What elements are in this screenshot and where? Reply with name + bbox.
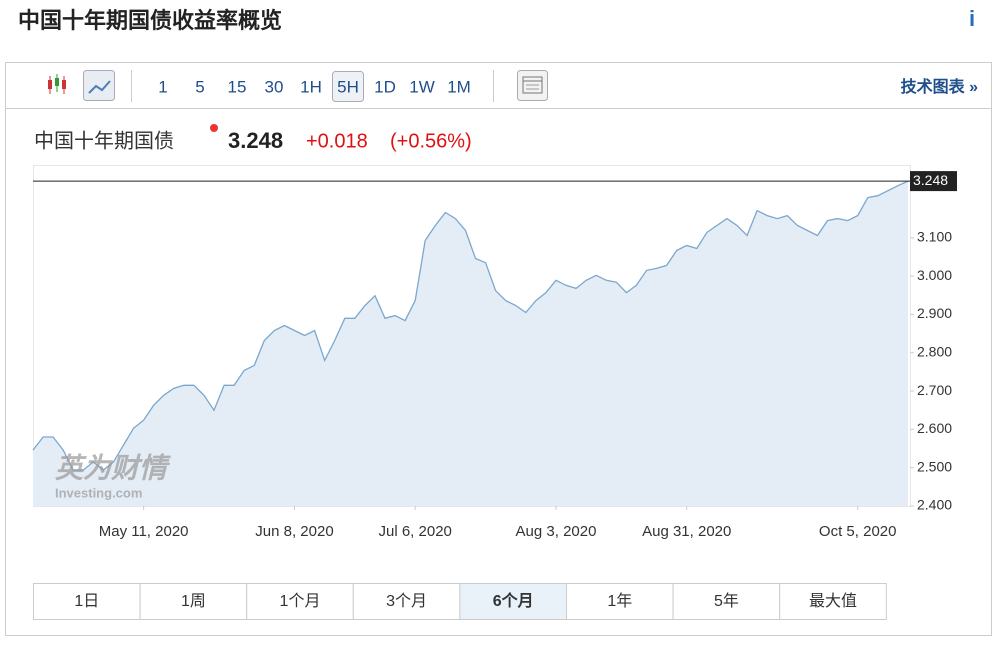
y-tick-label: 2.400 — [917, 497, 952, 513]
range-button[interactable] — [33, 583, 141, 620]
line-icon[interactable] — [83, 70, 115, 101]
interval-button[interactable]: 1M — [447, 77, 471, 96]
range-button[interactable] — [139, 583, 248, 620]
range-button[interactable] — [246, 583, 354, 620]
x-tick-label: Aug 3, 2020 — [516, 523, 597, 540]
x-tick-label: Jul 6, 2020 — [378, 523, 451, 540]
last-price-label: 3.248 — [913, 172, 948, 188]
range-label[interactable]: 6个月 — [493, 591, 534, 610]
table-icon[interactable] — [517, 70, 548, 101]
interval-button[interactable]: 5H — [337, 77, 359, 96]
candle-icon[interactable] — [48, 74, 66, 94]
plot: 2.400 2.500 2.600 2.700 2.800 2.900 3.000 3.100… — [32, 171, 957, 540]
x-tick-label: May 11, 2020 — [99, 523, 189, 540]
page-title: 中国十年期国债收益率概览 — [18, 8, 282, 33]
quote-name: 中国十年期国债 — [34, 129, 174, 152]
tech-chart-link[interactable]: 技术图表 » — [901, 77, 978, 96]
price-line — [32, 180, 909, 471]
x-tick-label: Jun 8, 2020 — [255, 523, 333, 540]
y-tick-label: 2.600 — [917, 420, 952, 436]
range-label[interactable]: 1个月 — [280, 592, 321, 610]
range-label[interactable]: 5年 — [714, 592, 739, 610]
x-tick-label: Oct 5, 2020 — [819, 523, 897, 540]
plot-frame — [33, 165, 911, 507]
quote-change-pct: (+0.56%) — [390, 130, 472, 152]
last-price-tag — [910, 171, 957, 192]
interval-button[interactable]: 1D — [374, 77, 396, 96]
live-dot — [210, 124, 218, 132]
area-fill — [33, 181, 908, 506]
line-icon-glyph — [88, 80, 111, 94]
range-bar: 1日 1周 1个月 3个月 6个月 1年 5年 最大值 — [33, 583, 887, 620]
x-tick-label: Aug 31, 2020 — [642, 523, 731, 540]
y-tick-label: 3.100 — [917, 229, 952, 245]
quote-price: 3.248 — [228, 128, 283, 153]
interval-button[interactable]: 15 — [228, 77, 247, 96]
y-tick-label: 2.800 — [917, 343, 952, 359]
interval-button[interactable]: 1W — [409, 77, 435, 96]
range-button[interactable] — [672, 583, 781, 620]
quote-change: +0.018 — [306, 130, 368, 152]
y-tick-label: 3.000 — [917, 267, 952, 283]
range-button[interactable] — [352, 583, 461, 620]
range-label[interactable]: 3个月 — [386, 592, 427, 610]
range-label[interactable]: 最大值 — [809, 592, 857, 610]
range-label[interactable]: 1周 — [181, 593, 206, 610]
range-button[interactable] — [566, 583, 674, 620]
range-button[interactable] — [459, 583, 567, 620]
interval-selected — [332, 71, 364, 102]
y-tick-label: 2.700 — [917, 382, 952, 398]
interval-button[interactable]: 1H — [300, 77, 322, 96]
range-label[interactable]: 1年 — [607, 592, 632, 610]
interval-button[interactable]: 1 — [158, 77, 167, 96]
info-icon[interactable]: i — [969, 6, 975, 31]
y-tick-label: 2.500 — [917, 458, 952, 474]
watermark-cn: 英为财情 — [55, 452, 171, 483]
y-tick-label: 2.900 — [917, 305, 952, 321]
watermark-en: Investing.com — [55, 485, 142, 500]
interval-button[interactable]: 5 — [195, 77, 204, 96]
range-button[interactable] — [779, 583, 887, 620]
range-label[interactable]: 1日 — [74, 593, 99, 610]
interval-button[interactable]: 30 — [265, 77, 284, 96]
